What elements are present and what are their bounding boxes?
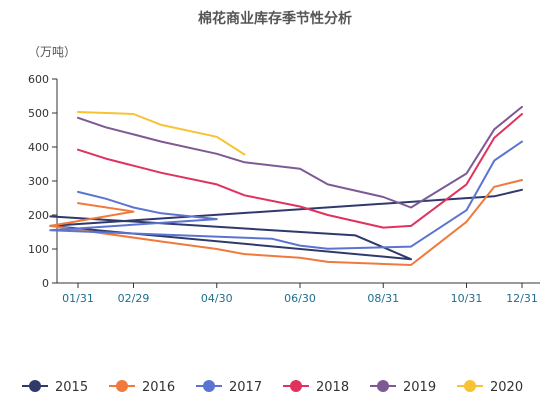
legend: 2015 2016 2017 2018 2019 2020 <box>22 380 523 395</box>
y-axis-unit: （万吨） <box>28 45 76 59</box>
y-tick-label: 400 <box>28 141 49 154</box>
y-tick-label: 0 <box>42 277 49 290</box>
chart-title: 棉花商业库存季节性分析 <box>198 10 352 27</box>
y-tick-label: 600 <box>28 73 49 86</box>
x-tick-label: 08/31 <box>367 292 399 305</box>
legend-item-2017[interactable]: 2017 <box>196 380 262 395</box>
legend-marker <box>464 380 476 392</box>
legend-label: 2018 <box>316 380 349 395</box>
x-tick-label: 10/31 <box>451 292 483 305</box>
x-tick-label: 04/30 <box>201 292 233 305</box>
legend-marker <box>290 380 302 392</box>
y-tick-label: 500 <box>28 107 49 120</box>
legend-item-2018[interactable]: 2018 <box>283 380 349 395</box>
legend-item-2020[interactable]: 2020 <box>457 380 523 395</box>
legend-marker <box>203 380 215 392</box>
series-line-2018 <box>77 113 523 229</box>
legend-item-2019[interactable]: 2019 <box>370 380 436 395</box>
legend-label: 2020 <box>490 380 523 395</box>
legend-item-2015[interactable]: 2015 <box>22 380 88 395</box>
series-line-2017 <box>49 140 523 250</box>
legend-label: 2015 <box>55 380 88 395</box>
legend-item-2016[interactable]: 2016 <box>109 380 175 395</box>
x-tick-label: 12/31 <box>506 292 538 305</box>
x-tick-label: 02/29 <box>118 292 150 305</box>
series-lines <box>49 105 523 266</box>
legend-marker <box>29 380 41 392</box>
series-line-2015 <box>49 188 523 261</box>
x-tick-label: 06/30 <box>284 292 316 305</box>
legend-label: 2019 <box>403 380 436 395</box>
series-line-2020 <box>77 111 246 156</box>
series-line-2016 <box>49 179 523 266</box>
y-tick-label: 200 <box>28 209 49 222</box>
y-tick-label: 300 <box>28 175 49 188</box>
legend-label: 2017 <box>229 380 262 395</box>
legend-marker <box>377 380 389 392</box>
series-line-2019 <box>77 105 523 209</box>
legend-label: 2016 <box>142 380 175 395</box>
legend-marker <box>116 380 128 392</box>
axes: 0 100 200 300 400 500 600 01/31 02/29 04/30 06/30 0… <box>28 73 540 305</box>
y-tick-label: 100 <box>28 243 49 256</box>
x-tick-label: 01/31 <box>62 292 94 305</box>
